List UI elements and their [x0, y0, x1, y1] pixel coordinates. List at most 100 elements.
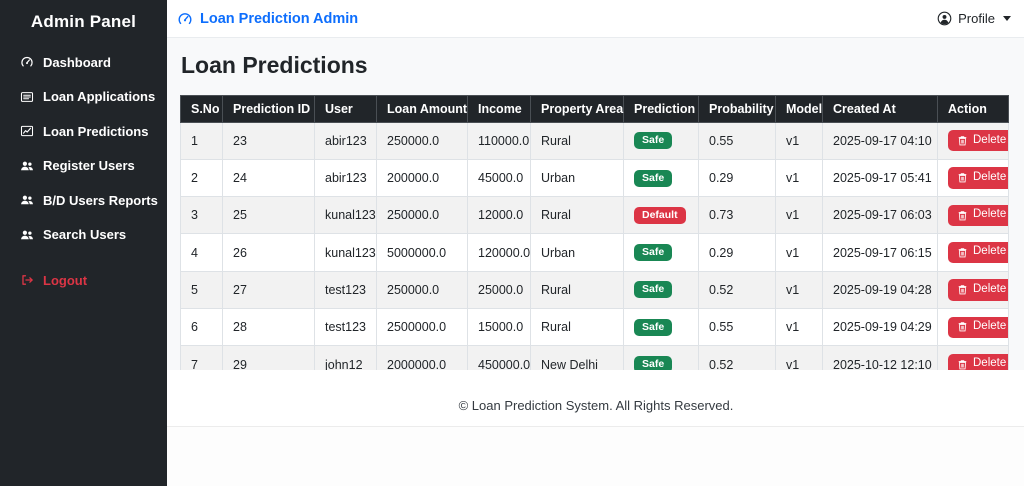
main-column: Loan Prediction Admin Profile Loan Predi… — [167, 0, 1024, 486]
cell-sno: 5 — [180, 270, 223, 310]
prediction-badge: Safe — [634, 356, 673, 374]
page-title: Loan Predictions — [181, 52, 368, 78]
table-body: 1 23 abir123 250000.0 110000.0 Rural Safe 0.55 v… — [180, 121, 1009, 384]
trash-icon — [957, 321, 968, 332]
sidebar-item-label: Loan Predictions — [43, 123, 149, 139]
prediction-badge: Safe — [634, 132, 673, 150]
prediction-badge: Safe — [634, 169, 673, 187]
trash-icon — [957, 135, 968, 146]
cell-action: Delete — [937, 270, 1009, 310]
delete-button-label: Delete — [973, 170, 1007, 183]
delete-button[interactable]: Delete — [948, 204, 1008, 226]
below-footer-space — [167, 427, 1024, 486]
delete-button-label: Delete — [973, 320, 1007, 333]
users-icon — [20, 193, 34, 207]
delete-button[interactable]: Delete — [948, 167, 1008, 189]
cell-income: 45000.0 — [467, 158, 531, 198]
cell-probability: 0.55 — [698, 121, 776, 160]
trash-icon — [957, 210, 968, 221]
sidebar-item-label: B/D Users Reports — [43, 192, 158, 208]
sidebar-item-label: Dashboard — [43, 54, 111, 70]
cell-model: v1 — [775, 158, 823, 198]
cell-property-area: Urban — [530, 158, 624, 198]
cell-property-area: Rural — [530, 121, 624, 160]
prediction-badge: Safe — [634, 244, 673, 262]
sidebar-item-bd-users-reports[interactable]: B/D Users Reports — [0, 183, 167, 218]
cell-model: v1 — [775, 308, 823, 347]
cell-prediction-id: 27 — [222, 270, 315, 310]
delete-button-label: Delete — [973, 357, 1007, 370]
table-header-row: S.No Prediction ID User Loan Amount Income Pr… — [180, 94, 1009, 123]
cell-sno: 6 — [180, 308, 223, 347]
sidebar-item-dashboard[interactable]: Dashboard — [0, 45, 167, 80]
cell-income: 120000.0 — [467, 233, 531, 272]
profile-dropdown[interactable]: Profile — [937, 11, 1011, 26]
trash-icon — [957, 247, 968, 258]
cell-property-area: Urban — [530, 233, 624, 272]
cell-created-at: 2025-09-17 04:10 — [822, 121, 938, 160]
cell-action: Delete — [937, 158, 1009, 198]
delete-button-label: Delete — [973, 208, 1007, 221]
delete-button[interactable]: Delete — [948, 353, 1008, 376]
cell-created-at: 2025-09-17 06:03 — [822, 196, 938, 235]
sidebar-item-label: Loan Applications — [43, 89, 156, 105]
navbar-brand[interactable]: Loan Prediction Admin — [177, 11, 358, 27]
sidebar-item-search-users[interactable]: Search Users — [0, 218, 167, 253]
delete-button[interactable]: Delete — [948, 279, 1008, 301]
cell-model: v1 — [775, 196, 823, 235]
column-header: Prediction — [623, 94, 699, 123]
column-header: Probability — [698, 94, 776, 123]
speedometer-icon — [177, 11, 193, 27]
cell-action: Delete — [937, 308, 1009, 347]
cell-prediction-id: 24 — [222, 158, 315, 198]
cell-income: 110000.0 — [467, 121, 531, 160]
chart-line-icon — [20, 124, 34, 138]
table-row: 6 28 test123 2500000.0 15000.0 Rural Safe 0.55 v… — [180, 308, 1009, 347]
cell-probability: 0.29 — [698, 158, 776, 198]
cell-income: 25000.0 — [467, 270, 531, 310]
cell-model: v1 — [775, 233, 823, 272]
delete-button[interactable]: Delete — [948, 241, 1008, 264]
cell-action: Delete — [937, 233, 1009, 272]
delete-button-label: Delete — [973, 245, 1007, 258]
table-row: 5 27 test123 250000.0 25000.0 Rural Safe 0.52 v1… — [180, 270, 1009, 310]
sidebar-item-label: Search Users — [43, 227, 127, 243]
cell-sno: 1 — [180, 121, 223, 160]
cell-action: Delete — [937, 196, 1009, 235]
trash-icon — [957, 359, 968, 370]
sidebar-item-loan-predictions[interactable]: Loan Predictions — [0, 114, 167, 149]
cell-prediction: Safe — [623, 121, 699, 160]
prediction-badge: Default — [634, 206, 686, 224]
caret-down-icon — [1003, 16, 1011, 21]
cell-loan-amount: 5000000.0 — [376, 233, 468, 272]
delete-button[interactable]: Delete — [948, 316, 1008, 338]
trash-icon — [957, 172, 968, 183]
table-row: 4 26 kunal123 5000000.0 120000.0 Urban Safe 0.2… — [180, 233, 1009, 272]
cell-sno: 4 — [180, 233, 223, 272]
column-header: User — [314, 94, 377, 123]
footer: © Loan Prediction System. All Rights Res… — [167, 370, 1024, 427]
delete-button[interactable]: Delete — [948, 130, 1008, 152]
sidebar-item-register-users[interactable]: Register Users — [0, 149, 167, 184]
sidebar-item-logout[interactable]: Logout — [0, 263, 167, 298]
cell-prediction: Safe — [623, 308, 699, 347]
column-header: Action — [937, 94, 1009, 123]
cell-prediction: Safe — [623, 158, 699, 198]
sidebar-item-loan-applications[interactable]: Loan Applications — [0, 80, 178, 115]
cell-created-at: 2025-09-17 05:41 — [822, 158, 938, 198]
person-circle-icon — [937, 11, 952, 26]
cell-prediction-id: 25 — [222, 196, 315, 235]
cell-probability: 0.73 — [698, 196, 776, 235]
table-row: 1 23 abir123 250000.0 110000.0 Rural Safe 0.55 v… — [180, 121, 1009, 160]
column-header: Model — [775, 94, 823, 123]
cell-created-at: 2025-09-19 04:28 — [822, 270, 938, 310]
users-icon — [20, 228, 34, 242]
prediction-badge: Safe — [634, 318, 673, 336]
cell-loan-amount: 200000.0 — [376, 158, 468, 198]
sidebar-title: Admin Panel — [30, 12, 137, 31]
list-icon — [20, 90, 34, 104]
column-header: Prediction ID — [222, 94, 315, 123]
cell-property-area: Rural — [530, 270, 624, 310]
cell-loan-amount: 250000.0 — [376, 196, 468, 235]
